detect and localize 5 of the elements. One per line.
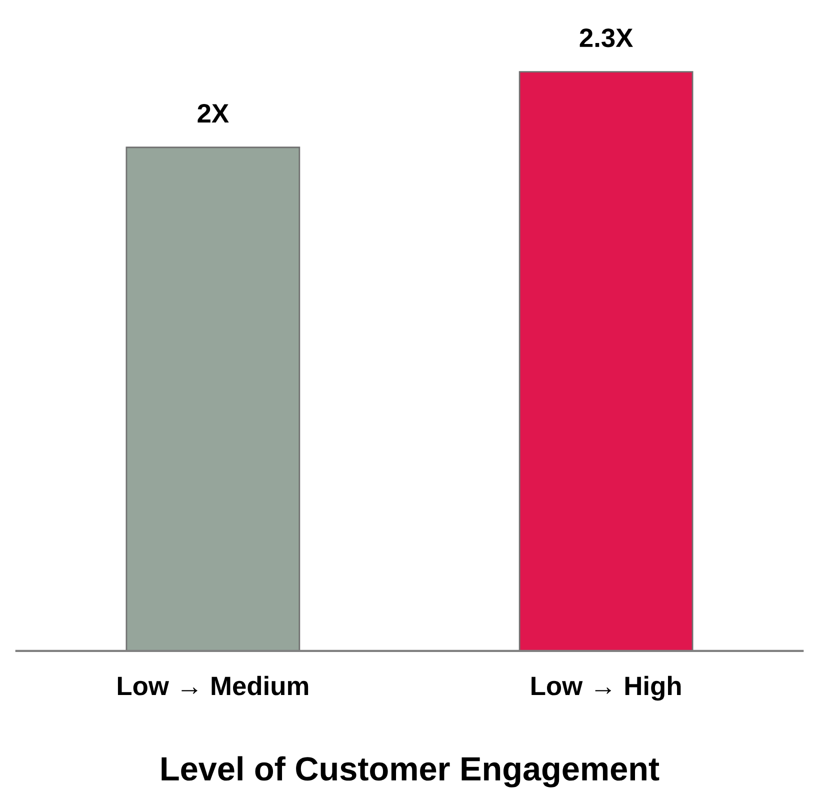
x-axis-title: Level of Customer Engagement: [162, 756, 660, 788]
x-tick-label: Low → Medium: [118, 676, 308, 696]
data-label: 2.3X: [580, 28, 633, 48]
data-label: 2X: [198, 104, 229, 122]
x-tick-label: Low → High: [532, 676, 681, 701]
